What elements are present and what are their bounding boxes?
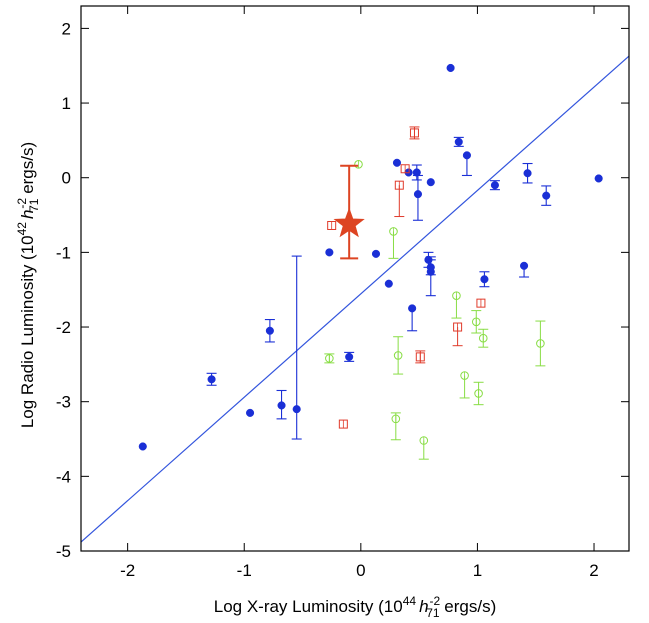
data-point-open-circle: [324, 353, 335, 364]
y-tick-label: 2: [62, 19, 71, 38]
axis-ticks: -2 -1 0 1 2 -5 -4 -3 -2 -1 0 1 2: [56, 6, 629, 580]
point-marker: [520, 261, 529, 270]
data-point-filled-circle: [519, 261, 530, 278]
data-point-open-square: [476, 298, 486, 308]
data-point-filled-circle: [446, 63, 455, 73]
data-point-open-square: [400, 164, 410, 174]
data-point-filled-circle: [425, 256, 436, 297]
data-point-filled-circle: [264, 319, 275, 343]
data-point-filled-circle: [541, 185, 552, 206]
y-tick-label: -2: [56, 318, 71, 337]
data-point-filled-circle: [461, 151, 472, 177]
data-point-open-circle: [451, 291, 462, 319]
data-point-open-circle: [418, 436, 429, 460]
y-tick-label: -4: [56, 467, 71, 486]
point-marker: [490, 181, 499, 190]
data-point-open-square: [415, 350, 426, 364]
data-point-filled-circle: [344, 351, 355, 362]
data-point-open-circle: [471, 310, 482, 334]
point-marker: [277, 401, 286, 410]
x-tick-label: 2: [589, 561, 598, 580]
point-marker: [345, 352, 354, 361]
point-marker: [594, 174, 603, 183]
data-point-filled-circle: [412, 174, 423, 221]
point-marker: [480, 275, 489, 284]
point-marker: [292, 405, 301, 414]
point-marker: [462, 151, 471, 160]
x-axis-title: Log X-ray Luminosity (1044 h-2 71 ergs/s): [214, 594, 497, 620]
data-point-filled-circle: [206, 372, 217, 386]
y-axis-title: Log Radio Luminosity (1042h-271 ergs/s): [15, 142, 41, 428]
data-point-open-circle: [535, 320, 546, 367]
data-point-filled-circle: [489, 180, 500, 191]
data-point-open-square: [409, 126, 420, 140]
y-tick-label: 0: [62, 169, 71, 188]
point-marker: [412, 168, 421, 177]
point-marker: [426, 178, 435, 187]
point-marker: [454, 137, 463, 146]
x-tick-label: 1: [473, 561, 482, 580]
fit-line: [81, 55, 629, 543]
point-marker: [207, 375, 216, 384]
data-point-filled-circle: [479, 271, 490, 288]
y-tick-label: -3: [56, 393, 71, 412]
point-marker: [138, 442, 147, 451]
point-marker: [408, 304, 417, 313]
data-point-open-circle: [390, 412, 401, 441]
y-tick-label: -5: [56, 542, 71, 561]
data-point-open-circle: [473, 381, 484, 406]
data-point-open-circle: [393, 336, 404, 375]
fit-line-layer: [81, 55, 629, 543]
x-tick-label: -1: [237, 561, 252, 580]
data-point-filled-circle: [522, 162, 533, 184]
point-marker: [392, 158, 402, 167]
data-point-filled-circle: [407, 304, 418, 332]
data-point-open-circle: [478, 328, 489, 348]
point-marker: [325, 248, 334, 257]
x-tick-label: 0: [356, 561, 365, 580]
data-point-filled-circle: [291, 255, 302, 440]
data-point-open-circle: [459, 371, 470, 399]
data-marks-layer: [138, 63, 603, 460]
point-marker: [446, 63, 455, 73]
data-point-filled-circle: [371, 249, 381, 258]
data-point-open-square: [452, 322, 463, 347]
data-point-filled-circle: [453, 136, 464, 147]
point-marker: [542, 191, 551, 200]
plot-frame: [80, 5, 630, 552]
data-point-filled-circle: [594, 174, 603, 183]
data-point-filled-circle: [325, 248, 334, 257]
data-point-star: [333, 164, 365, 260]
point-marker: [523, 169, 532, 178]
point-marker: [371, 249, 381, 258]
point-marker: [384, 279, 393, 288]
data-point-open-circle: [354, 159, 363, 169]
data-point-filled-circle: [411, 164, 422, 181]
y-tick-label: 1: [62, 94, 71, 113]
data-point-filled-circle: [138, 442, 147, 451]
point-marker: [426, 267, 435, 276]
x-tick-label: -2: [120, 561, 135, 580]
point-marker: [246, 408, 255, 417]
point-marker: [413, 190, 423, 199]
data-point-open-square: [338, 419, 348, 429]
star-marker: [333, 207, 365, 238]
data-point-open-square: [327, 220, 337, 230]
point-marker: [265, 326, 274, 335]
data-point-filled-circle: [392, 158, 402, 167]
data-point-filled-circle: [276, 389, 287, 420]
data-point-filled-circle: [426, 178, 435, 187]
data-point-filled-circle: [384, 279, 393, 288]
data-point-open-circle: [388, 227, 399, 259]
y-tick-label: -1: [56, 243, 71, 262]
data-point-filled-circle: [246, 408, 255, 417]
data-point-open-square: [394, 180, 405, 218]
